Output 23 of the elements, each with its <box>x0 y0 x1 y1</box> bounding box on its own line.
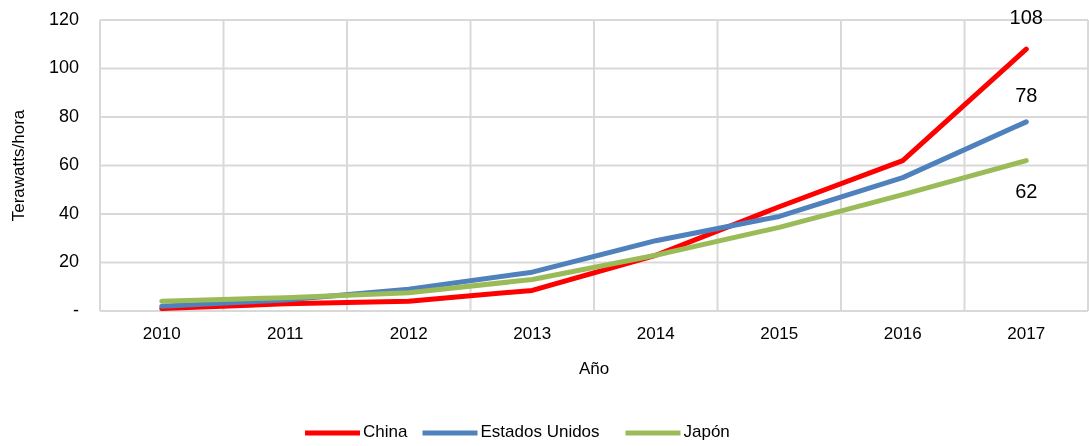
y-tick-label: 100 <box>48 57 79 78</box>
y-tick-label: 80 <box>58 105 79 126</box>
x-tick-label: 2017 <box>1007 324 1046 344</box>
y-tick-label: 40 <box>58 202 79 223</box>
data-label: 108 <box>1009 6 1043 29</box>
data-label: 62 <box>1015 179 1038 202</box>
x-tick-label: 2010 <box>142 324 181 344</box>
x-axis-title: Año <box>578 359 610 379</box>
legend-label: Estados Unidos <box>480 422 600 442</box>
y-tick-label: 60 <box>58 154 79 175</box>
y-tick-label: - <box>73 299 79 320</box>
y-tick-label: 120 <box>48 8 79 29</box>
x-tick-label: 2012 <box>389 324 428 344</box>
legend-label: China <box>363 422 408 442</box>
x-tick-label: 2013 <box>513 324 552 344</box>
data-label: 78 <box>1015 84 1038 107</box>
x-tick-label: 2011 <box>266 324 304 344</box>
x-tick-label: 2015 <box>760 324 799 344</box>
y-tick-label: 20 <box>58 251 79 272</box>
x-tick-label: 2014 <box>636 324 675 344</box>
x-tick-label: 2016 <box>883 324 922 344</box>
y-axis-title: Terawatts/hora <box>9 109 29 222</box>
legend-label: Japón <box>683 422 730 442</box>
